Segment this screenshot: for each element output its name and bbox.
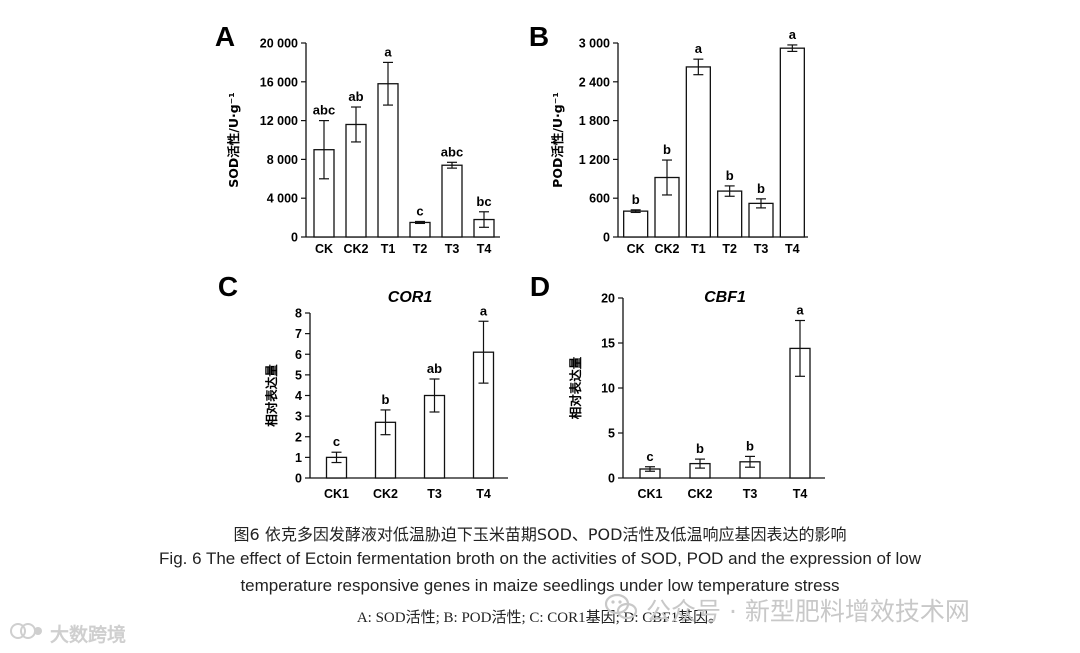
panel-a-bar xyxy=(377,83,399,238)
panel-c-significance-label: a xyxy=(480,303,488,318)
panel-a-y-tick-label: 0 xyxy=(291,231,298,245)
panel-a-y-tick-label: 12 000 xyxy=(260,114,298,128)
panel-b-significance-label: b xyxy=(632,192,640,207)
panel-b-bar xyxy=(685,66,711,238)
panel-a-significance-label: c xyxy=(416,203,423,218)
panel-b-bar xyxy=(623,210,649,238)
panel-b-letter: B xyxy=(529,21,549,52)
panel-c-y-tick-label: 2 xyxy=(295,430,302,444)
panel-b-x-tick-label: CK xyxy=(627,242,645,256)
watermark-left: 大数跨境 xyxy=(10,620,126,647)
panel-b-x-tick-label: T1 xyxy=(691,242,706,256)
panel-a-significance-label: abc xyxy=(441,144,463,159)
panel-a-bar xyxy=(409,221,431,238)
panel-c-y-tick-label: 1 xyxy=(295,451,302,465)
panel-b-y-tick-label: 1 800 xyxy=(579,114,610,128)
panel-d-x-tick-label: T4 xyxy=(793,487,808,501)
panel-a-significance-label: bc xyxy=(476,194,491,209)
panel-a-significance-label: ab xyxy=(348,89,363,104)
panel-d-y-tick-label: 15 xyxy=(601,337,615,351)
panel-c-y-tick-label: 7 xyxy=(295,327,302,341)
panel-a-letter: A xyxy=(215,21,235,52)
figure-caption-english-line1: Fig. 6 The effect of Ectoin fermentation… xyxy=(159,549,921,568)
panel-c-significance-label: b xyxy=(382,392,390,407)
panel-c-y-tick-label: 0 xyxy=(295,472,302,486)
panel-a-y-tick-label: 4 000 xyxy=(267,192,298,206)
panel-a-x-tick-label: T4 xyxy=(477,242,492,256)
panel-d-x-tick-label: T3 xyxy=(743,487,758,501)
panel-c-significance-label: c xyxy=(333,434,340,449)
panel-a-y-tick-label: 16 000 xyxy=(260,75,298,89)
panel-c-x-tick-label: T4 xyxy=(476,487,491,501)
panel-d-y-tick-label: 10 xyxy=(601,382,615,396)
panel-c-significance-label: ab xyxy=(427,361,442,376)
panel-a-x-tick-label: T3 xyxy=(445,242,460,256)
watermark-logo-icon xyxy=(10,621,44,646)
panel-d-y-tick-label: 20 xyxy=(601,292,615,306)
panel-b-y-axis-label: POD活性/U·g⁻¹ xyxy=(550,92,565,188)
panel-b-y-tick-label: 1 200 xyxy=(579,153,610,167)
panel-c-title: COR1 xyxy=(388,289,433,306)
panel-a-y-tick-label: 8 000 xyxy=(267,153,298,167)
panel-a-significance-label: a xyxy=(384,44,392,59)
panel-a-y-axis-label: SOD活性/U·g⁻¹ xyxy=(226,92,241,188)
panel-d-significance-label: b xyxy=(696,441,704,456)
panel-c-x-tick-label: T3 xyxy=(427,487,442,501)
panel-b-bar xyxy=(779,47,805,238)
wechat-icon xyxy=(604,593,638,627)
panel-b-significance-label: a xyxy=(789,27,797,42)
panel-d-significance-label: c xyxy=(646,449,653,464)
watermark-left-text: 大数跨境 xyxy=(50,624,127,646)
panel-a-significance-label: abc xyxy=(313,103,335,118)
panel-d-letter: D xyxy=(530,271,550,302)
figure-caption-panel-key: A: SOD活性; B: POD活性; C: COR1基因; D: CBF1基因… xyxy=(356,610,724,626)
watermark-right: 公众号 · 新型肥料增效技术网 xyxy=(604,592,970,628)
figure-caption-english-line2: temperature responsive genes in maize se… xyxy=(240,576,840,595)
panel-d-significance-label: a xyxy=(796,303,804,318)
panel-a-x-tick-label: T1 xyxy=(381,242,396,256)
panel-b-significance-label: b xyxy=(757,181,765,196)
panel-b-x-tick-label: CK2 xyxy=(654,242,679,256)
panel-b-x-tick-label: T2 xyxy=(722,242,737,256)
panel-a-x-tick-label: CK2 xyxy=(343,242,368,256)
panel-d-y-tick-label: 5 xyxy=(608,427,615,441)
panel-c-y-axis-label: 相对表达量 xyxy=(264,364,279,427)
panel-c-y-tick-label: 8 xyxy=(295,307,302,321)
panel-c-y-tick-label: 4 xyxy=(295,389,302,403)
panel-a-y-tick-label: 20 000 xyxy=(260,37,298,51)
panel-a-bar xyxy=(441,164,463,238)
panel-a-x-tick-label: T2 xyxy=(413,242,428,256)
panel-b-significance-label: b xyxy=(726,168,734,183)
panel-d-y-axis-label: 相对表达量 xyxy=(568,356,583,419)
panel-b-y-tick-label: 600 xyxy=(589,192,610,206)
panel-a-x-tick-label: CK xyxy=(315,242,333,256)
panel-b-y-tick-label: 0 xyxy=(603,231,610,245)
panel-b-x-tick-label: T3 xyxy=(754,242,769,256)
panel-b-y-tick-label: 3 000 xyxy=(579,37,610,51)
panel-b-significance-label: a xyxy=(695,41,703,56)
panel-b-bar xyxy=(717,190,743,238)
panel-d-x-tick-label: CK1 xyxy=(637,487,662,501)
panel-b-y-tick-label: 2 400 xyxy=(579,75,610,89)
panel-c-x-tick-label: CK1 xyxy=(324,487,349,501)
panel-b-x-tick-label: T4 xyxy=(785,242,800,256)
panel-d-x-tick-label: CK2 xyxy=(687,487,712,501)
panel-c-letter: C xyxy=(218,271,238,302)
panel-d-significance-label: b xyxy=(746,438,754,453)
panel-c-y-tick-label: 5 xyxy=(295,368,302,382)
panel-b-significance-label: b xyxy=(663,142,671,157)
watermark-right-text: 公众号 · 新型肥料增效技术网 xyxy=(646,597,970,626)
panel-d-y-tick-label: 0 xyxy=(608,472,615,486)
figure-caption-chinese: 图6 依克多因发酵液对低温胁迫下玉米苗期SOD、POD活性及低温响应基因表达的影… xyxy=(233,525,847,544)
panel-c-y-tick-label: 6 xyxy=(295,348,302,362)
panel-c-x-tick-label: CK2 xyxy=(373,487,398,501)
panel-d-title: CBF1 xyxy=(704,289,746,306)
panel-c-y-tick-label: 3 xyxy=(295,410,302,424)
